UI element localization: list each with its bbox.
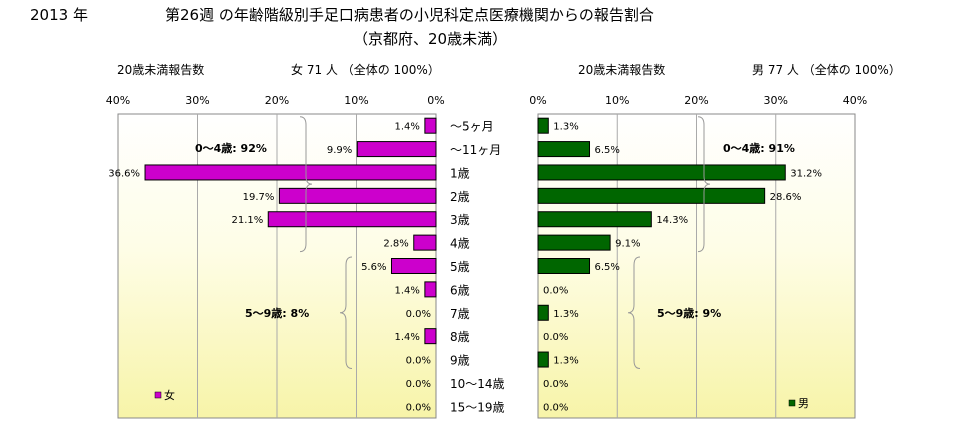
female-tick-label: 0% [427, 94, 444, 107]
female-5-9-annotation: 5～9歳: 8% [245, 306, 309, 320]
female-bar [144, 164, 437, 181]
female-value-label: 9.9% [327, 145, 352, 156]
male-tick-label: 40% [843, 94, 867, 107]
age-category-label: 3歳 [450, 213, 470, 227]
male-value-label: 28.6% [770, 192, 802, 203]
male-legend-label: 男 [798, 397, 809, 410]
female-bar [278, 187, 437, 204]
male-0-4-annotation: 0～4歳: 91% [723, 141, 795, 155]
age-category-label: 4歳 [450, 237, 470, 251]
male-bar [537, 304, 549, 321]
age-category-label: 7歳 [450, 307, 470, 321]
female-bar [356, 141, 437, 158]
female-value-label: 1.4% [394, 122, 419, 133]
female-value-label: 21.1% [231, 215, 263, 226]
female-tick-label: 30% [185, 94, 209, 107]
female-value-label: 0.0% [406, 309, 431, 320]
male-bar [537, 258, 591, 274]
age-category-label: ～11ヶ月 [450, 143, 501, 157]
male-5-9-annotation: 5～9歳: 9% [657, 306, 721, 320]
female-count-label: 20歳未満報告数 [117, 63, 205, 77]
age-category-label: 10～14歳 [450, 377, 505, 391]
male-tick-label: 20% [684, 94, 708, 107]
male-value-label: 1.3% [553, 356, 578, 367]
female-5-9-brace [339, 256, 353, 370]
male-5-9-brace [627, 256, 641, 370]
age-category-label: 9歳 [450, 354, 470, 368]
male-value-label: 31.2% [790, 168, 822, 179]
female-legend-label: 女 [164, 388, 175, 402]
male-summary: 男 77 人 （全体の 100%） [752, 63, 901, 77]
male-bar [537, 211, 652, 228]
age-category-label: 1歳 [450, 166, 470, 180]
male-bar [537, 234, 611, 251]
female-bar [390, 258, 437, 274]
age-category-label: ～5ヶ月 [450, 120, 494, 134]
male-value-label: 0.0% [543, 402, 568, 413]
male-value-label: 0.0% [543, 285, 568, 296]
female-value-label: 0.0% [406, 379, 431, 390]
male-bar [537, 141, 591, 158]
male-value-label: 14.3% [656, 215, 688, 226]
female-legend-swatch [154, 391, 162, 399]
female-value-label: 1.4% [394, 285, 419, 296]
male-value-label: 6.5% [595, 262, 620, 273]
male-tick-label: 10% [605, 94, 629, 107]
male-value-label: 6.5% [595, 145, 620, 156]
age-category-label: 2歳 [450, 190, 470, 204]
male-tick-label: 30% [764, 94, 788, 107]
female-0-4-annotation: 0～4歳: 92% [195, 141, 267, 155]
female-value-label: 5.6% [361, 262, 386, 273]
female-bar [424, 117, 437, 134]
male-bar [537, 187, 766, 204]
male-value-label: 0.0% [543, 332, 568, 343]
female-value-label: 19.7% [243, 192, 275, 203]
female-value-label: 1.4% [394, 332, 419, 343]
age-category-label: 5歳 [450, 260, 470, 274]
age-category-label: 15～19歳 [450, 400, 505, 414]
male-0-4-brace [697, 116, 711, 253]
female-bar [267, 211, 437, 228]
male-value-label: 0.0% [543, 379, 568, 390]
female-tick-label: 40% [106, 94, 130, 107]
female-bar [424, 328, 437, 345]
chart-subtitle: （京都府、20歳未満） [353, 30, 508, 48]
age-category-label: 6歳 [450, 283, 470, 297]
male-value-label: 9.1% [615, 239, 640, 250]
female-tick-label: 10% [344, 94, 368, 107]
male-value-label: 1.3% [553, 122, 578, 133]
male-bar [537, 164, 786, 181]
male-bar [537, 117, 549, 134]
male-value-label: 1.3% [553, 309, 578, 320]
female-bar [424, 281, 437, 298]
female-value-label: 0.0% [406, 402, 431, 413]
female-bar [413, 234, 437, 251]
female-value-label: 36.6% [108, 168, 140, 179]
female-value-label: 0.0% [406, 356, 431, 367]
male-count-label: 20歳未満報告数 [578, 63, 666, 77]
year-label: 2013 年 [30, 6, 88, 24]
age-category-label: 8歳 [450, 330, 470, 344]
male-tick-label: 0% [529, 94, 546, 107]
female-0-4-brace [299, 116, 313, 253]
chart-title: 第26週 の年齢階級別手足口病患者の小児科定点医療機関からの報告割合 [165, 6, 654, 24]
male-bar [537, 351, 549, 368]
female-value-label: 2.8% [383, 239, 408, 250]
male-legend-swatch [788, 399, 796, 407]
female-summary: 女 71 人 （全体の 100%） [291, 63, 440, 77]
female-tick-label: 20% [265, 94, 289, 107]
